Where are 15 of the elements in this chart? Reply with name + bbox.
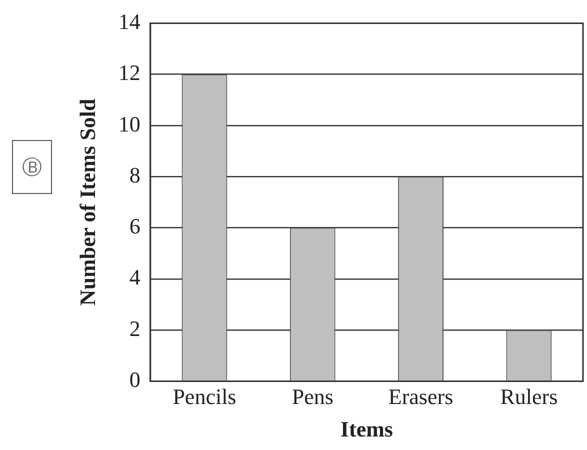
y-tick-label: 8 [129,162,140,188]
x-tick-label: Erasers [388,384,454,410]
x-tick-label: Rulers [500,384,558,410]
y-tick-label: 0 [129,366,140,392]
x-tick-label: Pencils [172,384,236,410]
y-tick-label: 10 [118,111,140,136]
y-axis-title: Number of Items Sold [74,98,100,306]
y-tick-label: 4 [129,264,140,290]
y-tick-label: 6 [129,214,140,239]
y-tick-label: 14 [118,8,140,34]
text: Ⓑ [12,140,52,194]
y-tick-label: 2 [129,316,140,341]
x-tick-label: Pens [292,384,334,410]
y-tick-label: 12 [118,60,140,86]
x-axis-title: Items [340,416,394,442]
